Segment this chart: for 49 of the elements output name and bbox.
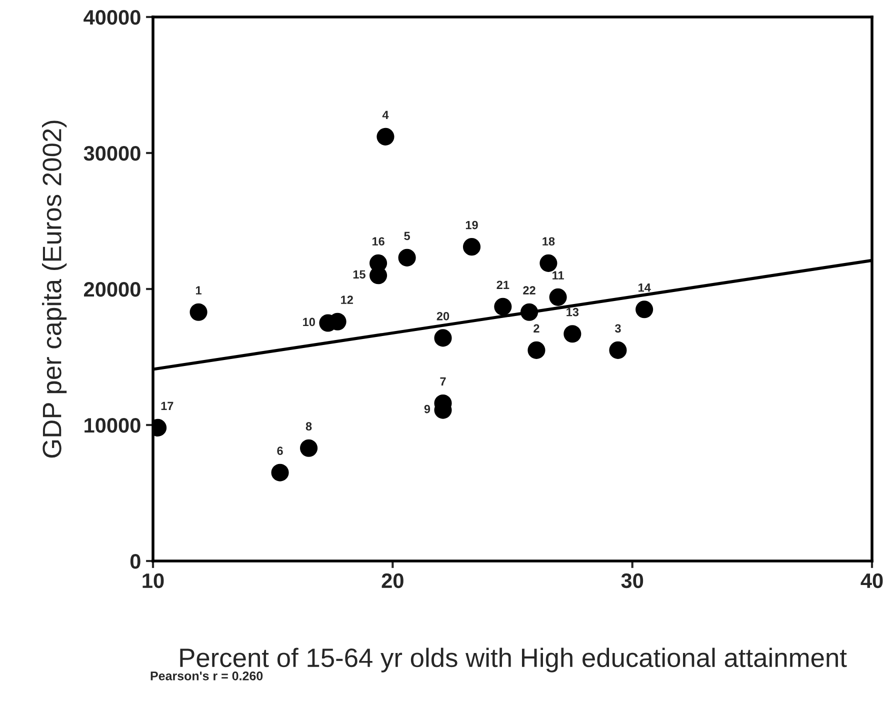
point [564, 325, 582, 343]
point [528, 341, 546, 359]
point [300, 439, 318, 457]
x-axis-title: Percent of 15-64 yr olds with High educational attainment [180, 648, 847, 672]
x-tick-label: 10 [142, 573, 164, 588]
annotation: 4 [382, 110, 389, 119]
annotation: 7 [440, 377, 446, 386]
y-tick-label: 0 [130, 554, 140, 569]
annotation: 2 [534, 324, 540, 332]
annotation: 20 [436, 312, 450, 320]
annotation: 17 [161, 402, 174, 410]
y-axis-title: GDP per capita (Euros 2002) [42, 120, 67, 458]
y-tick-label: 10000 [84, 418, 140, 433]
annotation: 1 [196, 286, 202, 294]
annotation: 15 [353, 270, 366, 279]
annotation: 6 [277, 446, 283, 455]
annotation: 8 [306, 422, 312, 431]
y-tick-label: 30000 [84, 146, 140, 161]
annotation: 10 [303, 318, 315, 326]
point [494, 298, 512, 316]
point [398, 248, 416, 267]
y-tick-label: 20000 [84, 282, 140, 297]
x-tick-label: 20 [382, 573, 404, 588]
annotation: 12 [341, 296, 353, 304]
point [609, 341, 627, 359]
annotation: 18 [542, 237, 555, 246]
annotation: 21 [496, 280, 510, 289]
annotation: 14 [638, 284, 651, 292]
annotation: 16 [372, 237, 384, 246]
point [462, 238, 481, 256]
annotation: 13 [566, 308, 579, 316]
annotation: 3 [614, 324, 621, 333]
annotation: 5 [404, 232, 410, 240]
point [271, 464, 289, 482]
text: Pearson's r = 0.260 [150, 672, 263, 680]
annotation: 22 [523, 286, 536, 294]
point [190, 303, 208, 321]
annotation: 19 [466, 220, 478, 230]
point [636, 300, 654, 318]
x-tick-label: 40 [860, 573, 883, 588]
point [434, 329, 452, 347]
y-tick-label: 40000 [84, 10, 140, 25]
annotation: 11 [552, 271, 564, 280]
point [540, 254, 558, 272]
point [376, 128, 394, 146]
point [520, 303, 538, 321]
x-tick-label: 30 [621, 573, 644, 588]
annotation: 9 [424, 404, 430, 414]
point [549, 288, 567, 306]
